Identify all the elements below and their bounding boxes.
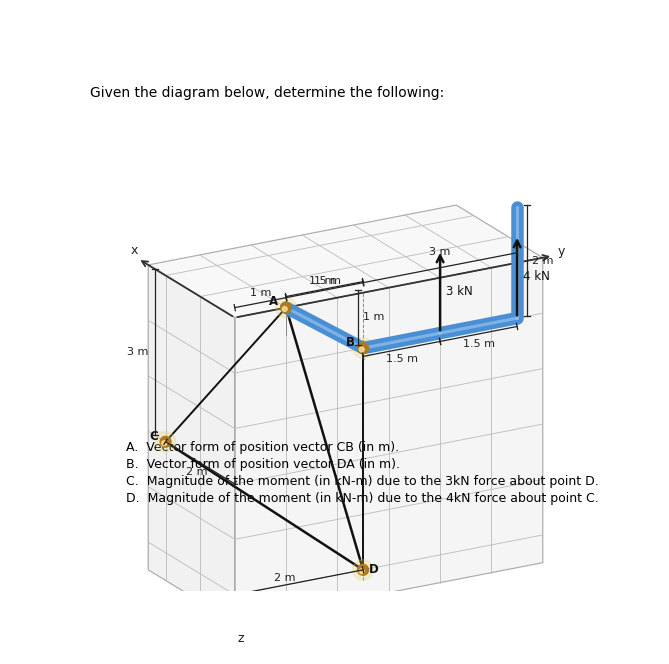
Text: z: z (237, 632, 244, 645)
Text: B.  Vector form of position vector DA (in m).: B. Vector form of position vector DA (in… (126, 457, 400, 471)
Text: A: A (269, 295, 278, 307)
Circle shape (155, 432, 176, 452)
Text: 3 m: 3 m (429, 247, 451, 258)
Text: 2 m: 2 m (185, 467, 207, 477)
Polygon shape (149, 265, 235, 623)
Text: y: y (558, 245, 565, 258)
Text: 2 m: 2 m (532, 256, 554, 266)
Text: C.  Magnitude of the moment (in kN-m) due to the 3kN force about point D.: C. Magnitude of the moment (in kN-m) due… (126, 475, 599, 487)
Text: x: x (131, 244, 138, 257)
Circle shape (358, 564, 369, 575)
Text: 1.5 m: 1.5 m (462, 339, 494, 349)
Polygon shape (149, 205, 543, 317)
Text: A.  Vector form of position vector CB (in m).: A. Vector form of position vector CB (in… (126, 441, 399, 454)
Text: 3 kN: 3 kN (446, 285, 473, 298)
Text: 1 m: 1 m (314, 276, 335, 286)
Text: D.  Magnitude of the moment (in kN-m) due to the 4kN force about point C.: D. Magnitude of the moment (in kN-m) due… (126, 491, 599, 505)
Text: 1 m: 1 m (250, 288, 271, 298)
Circle shape (358, 343, 369, 353)
Text: D: D (369, 563, 379, 576)
Text: C: C (149, 430, 158, 444)
Circle shape (281, 302, 292, 313)
Circle shape (353, 338, 373, 359)
Text: Given the diagram below, determine the following:: Given the diagram below, determine the f… (90, 86, 444, 100)
Circle shape (162, 441, 167, 446)
Text: 2 m: 2 m (274, 574, 296, 584)
Circle shape (353, 560, 373, 580)
Circle shape (282, 307, 287, 311)
Text: 3 m: 3 m (127, 347, 149, 357)
Polygon shape (235, 258, 543, 623)
Text: 1 m: 1 m (363, 312, 384, 322)
Text: 4 kN: 4 kN (523, 270, 550, 283)
Circle shape (160, 436, 171, 447)
Text: 1.5 m: 1.5 m (308, 276, 341, 286)
Circle shape (359, 347, 364, 352)
Text: B: B (347, 336, 355, 349)
Circle shape (359, 569, 364, 574)
Circle shape (276, 297, 296, 318)
Text: 1.5 m: 1.5 m (385, 354, 417, 364)
